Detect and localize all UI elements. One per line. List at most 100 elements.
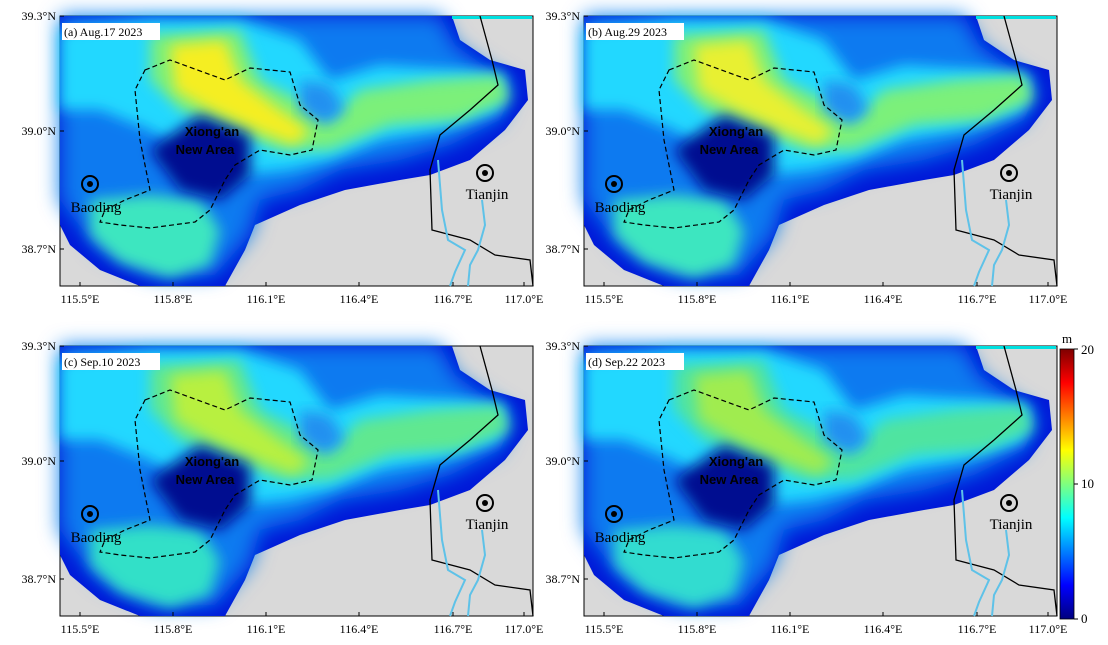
map-panel-b — [583, 15, 1058, 287]
city-marker-dot — [87, 181, 93, 187]
panel-overlay: (a) Aug.17 2023 39.3°N 39.0°N 38.7°N 115.5°E… — [22, 9, 544, 306]
lon-tick-label: 116.4°E — [340, 622, 379, 636]
lon-tick-label: 115.5°E — [61, 622, 100, 636]
panel-label: (b) Aug.29 2023 — [588, 25, 667, 39]
place-label-baoding: Baoding — [595, 200, 646, 216]
lat-tick-label: 39.0°N — [22, 124, 57, 138]
map-panel-d — [583, 345, 1058, 617]
lon-tick-label: 115.5°E — [61, 292, 100, 306]
colorbar: m 20 10 0 — [1059, 331, 1094, 626]
lon-tick-label: 115.8°E — [154, 292, 193, 306]
place-label-new-area: New Area — [700, 472, 760, 487]
lon-tick-label: 116.1°E — [771, 292, 810, 306]
xiongan-boundary — [623, 59, 843, 229]
lon-tick-label: 116.7°E — [434, 292, 473, 306]
place-label-baoding: Baoding — [71, 200, 122, 216]
flood-depth-field — [584, 346, 1052, 616]
city-marker-icon — [476, 164, 494, 182]
lon-tick-label: 116.4°E — [864, 622, 903, 636]
place-label-new-area: New Area — [176, 472, 236, 487]
place-label-tianjin: Tianjin — [466, 517, 509, 533]
flood-depth-field — [584, 16, 1052, 286]
panel-label-bg — [62, 23, 160, 40]
lon-tick-label: 116.4°E — [340, 292, 379, 306]
panel-label: (d) Sep.22 2023 — [588, 355, 665, 369]
place-label-new-area: New Area — [700, 142, 760, 157]
lon-tick-label: 116.1°E — [771, 622, 810, 636]
place-label-tianjin: Tianjin — [990, 187, 1033, 203]
lon-tick-label: 115.5°E — [585, 622, 624, 636]
colorbar-ramp — [1059, 348, 1075, 620]
lat-tick-label: 38.7°N — [546, 242, 581, 256]
lat-tick-label: 39.3°N — [546, 9, 581, 23]
flood-depth-field — [60, 346, 528, 616]
lon-tick-label: 115.8°E — [678, 622, 717, 636]
river — [991, 529, 1011, 617]
city-marker-dot — [482, 500, 488, 506]
lon-tick-label: 117.0°E — [505, 622, 544, 636]
map-panel-c — [59, 345, 534, 617]
lon-tick-label: 116.4°E — [864, 292, 903, 306]
river — [437, 159, 467, 287]
panel-overlay: (d) Sep.22 2023 39.3°N 39.0°N 38.7°N 115.5°E… — [546, 339, 1068, 636]
place-label-baoding: Baoding — [71, 530, 122, 546]
city-marker-icon — [605, 175, 623, 193]
map-panel-a — [59, 15, 534, 287]
lat-tick-label: 39.3°N — [22, 9, 57, 23]
city-marker-icon — [605, 505, 623, 523]
panel-overlay: (c) Sep.10 2023 39.3°N 39.0°N 38.7°N 115.5°E… — [22, 339, 544, 636]
city-marker-dot — [1006, 500, 1012, 506]
lat-tick-label: 39.0°N — [22, 454, 57, 468]
colorbar-tick-mid: 10 — [1081, 476, 1094, 491]
lon-tick-label: 115.8°E — [678, 292, 717, 306]
lat-tick-label: 38.7°N — [546, 572, 581, 586]
river — [991, 199, 1011, 287]
xiongan-boundary — [99, 59, 319, 229]
lon-tick-label: 116.1°E — [247, 292, 286, 306]
lon-tick-label: 117.0°E — [1029, 622, 1068, 636]
lon-tick-label: 116.1°E — [247, 622, 286, 636]
city-marker-icon — [81, 505, 99, 523]
city-marker-dot — [87, 511, 93, 517]
place-label-baoding: Baoding — [595, 530, 646, 546]
river — [961, 489, 991, 617]
lat-tick-label: 39.0°N — [546, 124, 581, 138]
place-label-new-area: New Area — [176, 142, 236, 157]
panel-label-bg — [62, 353, 160, 370]
lon-tick-label: 115.8°E — [154, 622, 193, 636]
place-label-tianjin: Tianjin — [990, 517, 1033, 533]
city-marker-icon — [81, 175, 99, 193]
province-boundary — [429, 15, 534, 287]
panel-label: (c) Sep.10 2023 — [64, 355, 140, 369]
lat-tick-label: 39.0°N — [546, 454, 581, 468]
lat-tick-label: 38.7°N — [22, 572, 57, 586]
city-marker-icon — [1000, 164, 1018, 182]
lon-tick-label: 115.5°E — [585, 292, 624, 306]
city-marker-icon — [476, 494, 494, 512]
xiongan-boundary — [99, 389, 319, 559]
city-marker-dot — [611, 181, 617, 187]
panel-label: (a) Aug.17 2023 — [64, 25, 142, 39]
lon-tick-label: 117.0°E — [1029, 292, 1068, 306]
flood-depth-field — [60, 16, 528, 286]
river — [961, 159, 991, 287]
city-marker-dot — [611, 511, 617, 517]
city-marker-icon — [1000, 494, 1018, 512]
lat-tick-label: 38.7°N — [22, 242, 57, 256]
lat-tick-label: 39.3°N — [22, 339, 57, 353]
city-marker-dot — [1006, 170, 1012, 176]
panel-label-bg — [586, 353, 684, 370]
province-boundary — [429, 345, 534, 617]
lon-tick-label: 116.7°E — [958, 622, 997, 636]
province-boundary — [953, 345, 1058, 617]
city-marker-dot — [482, 170, 488, 176]
lon-tick-label: 117.0°E — [505, 292, 544, 306]
place-label-tianjin: Tianjin — [466, 187, 509, 203]
place-label-xiongan: Xiong'an — [709, 454, 763, 469]
province-boundary — [953, 15, 1058, 287]
place-label-xiongan: Xiong'an — [709, 124, 763, 139]
lon-tick-label: 116.7°E — [434, 622, 473, 636]
panel-label-bg — [586, 23, 684, 40]
lat-tick-label: 39.3°N — [546, 339, 581, 353]
